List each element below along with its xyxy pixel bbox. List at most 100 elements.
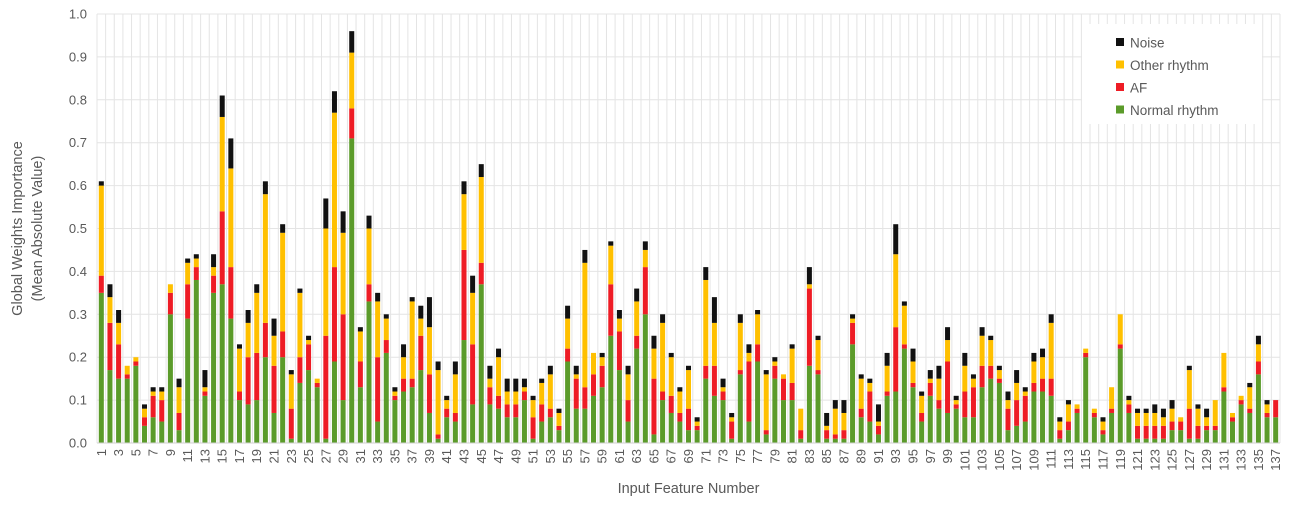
bar-segment-normal-rhythm (1109, 412, 1115, 443)
bar-segment-noise (340, 211, 346, 233)
bar-segment-other-rhythm (1230, 412, 1236, 418)
bar-segment-noise (245, 310, 251, 323)
bar-segment-noise (884, 352, 890, 366)
bar-segment-other-rhythm (185, 262, 191, 285)
bar-stack-100 (953, 395, 959, 443)
bar-segment-normal-rhythm (530, 438, 536, 443)
bar-stack-114 (1074, 404, 1080, 443)
bar-segment-normal-rhythm (98, 292, 104, 443)
legend-swatch (1116, 60, 1124, 69)
bar-segment-other-rhythm (979, 335, 985, 366)
bar-segment-noise (331, 91, 337, 113)
bar-segment-noise (461, 181, 467, 195)
bar-stack-58 (591, 352, 597, 443)
bar-segment-normal-rhythm (556, 430, 562, 443)
y-tick-label: 0.9 (69, 49, 87, 64)
bar-segment-normal-rhythm (107, 370, 113, 443)
bar-stack-71 (703, 267, 709, 443)
bar-segment-noise (1247, 382, 1253, 388)
bar-segment-other-rhythm (366, 228, 372, 285)
bar-segment-af (660, 391, 666, 401)
bar-segment-other-rhythm (133, 357, 139, 362)
bar-stack-44 (470, 275, 476, 443)
bar-stack-104 (988, 335, 994, 443)
bar-segment-noise (634, 288, 640, 302)
bar-segment-af (1014, 400, 1020, 426)
bar-segment-noise (383, 314, 389, 319)
bar-segment-normal-rhythm (1160, 438, 1166, 443)
bar-segment-normal-rhythm (1014, 425, 1020, 443)
bar-segment-normal-rhythm (470, 404, 476, 443)
bar-segment-noise (1143, 408, 1149, 413)
x-tick-label: 23 (284, 449, 299, 463)
bar-segment-normal-rhythm (1126, 412, 1132, 443)
bar-segment-normal-rhythm (418, 370, 424, 443)
bar-stack-34 (383, 314, 389, 443)
bar-stack-121 (1135, 408, 1141, 443)
bar-stack-20 (262, 181, 268, 443)
bar-segment-other-rhythm (1212, 400, 1218, 426)
bar-segment-af (1005, 408, 1011, 431)
bar-segment-af (729, 421, 735, 439)
bar-segment-af (1221, 387, 1227, 392)
bar-segment-other-rhythm (228, 168, 234, 268)
bar-segment-normal-rhythm (884, 395, 890, 443)
bar-segment-normal-rhythm (444, 417, 450, 443)
bar-segment-noise (729, 412, 735, 418)
bar-stack-109 (1031, 352, 1037, 443)
bar-segment-other-rhythm (634, 301, 640, 336)
bar-segment-af (798, 430, 804, 439)
bar-segment-normal-rhythm (487, 404, 493, 443)
bar-segment-af (159, 400, 165, 422)
bar-segment-noise (919, 391, 925, 396)
bar-segment-normal-rhythm (409, 387, 415, 443)
bar-stack-95 (910, 348, 916, 443)
bar-stack-2 (107, 284, 113, 443)
bar-segment-normal-rhythm (1143, 438, 1149, 443)
bar-segment-other-rhythm (487, 378, 493, 388)
bar-segment-af (504, 404, 510, 418)
y-tick-label: 0.0 (69, 436, 87, 451)
bar-segment-normal-rhythm (1152, 438, 1158, 443)
bar-segment-af (435, 434, 441, 439)
x-tick-label: 61 (612, 449, 627, 463)
bar-segment-af (1031, 382, 1037, 392)
bar-segment-af (331, 267, 337, 362)
bar-stack-36 (401, 344, 407, 443)
bar-segment-af (910, 382, 916, 388)
bar-segment-normal-rhythm (1178, 430, 1184, 443)
bar-stack-78 (763, 370, 769, 443)
bar-segment-normal-rhythm (962, 417, 968, 443)
bar-stack-90 (867, 378, 873, 443)
x-tick-label: 85 (819, 449, 834, 463)
bar-segment-normal-rhythm (996, 382, 1002, 443)
bar-segment-other-rhythm (306, 340, 312, 345)
x-tick-label: 99 (940, 449, 955, 463)
bar-segment-normal-rhythm (1195, 438, 1201, 443)
bar-segment-af (1178, 421, 1184, 431)
bar-segment-noise (288, 370, 294, 375)
bar-segment-af (694, 425, 700, 431)
bar-segment-af (755, 344, 761, 362)
bar-segment-normal-rhythm (858, 417, 864, 443)
x-tick-label: 103 (975, 449, 990, 471)
bar-segment-noise (556, 408, 562, 413)
bar-segment-other-rhythm (271, 335, 277, 366)
bar-segment-af (1212, 425, 1218, 431)
bar-stack-128 (1195, 404, 1201, 443)
bar-segment-other-rhythm (824, 425, 830, 431)
bar-segment-af (418, 335, 424, 371)
bar-segment-af (539, 404, 545, 422)
bar-segment-noise (444, 395, 450, 401)
bar-segment-af (141, 417, 147, 426)
bar-segment-normal-rhythm (383, 352, 389, 443)
bar-segment-other-rhythm (642, 249, 648, 268)
bar-stack-22 (280, 224, 286, 443)
y-tick-label: 0.3 (69, 307, 87, 322)
bar-stack-55 (565, 305, 571, 443)
x-tick-label: 63 (629, 449, 644, 463)
bar-segment-af (806, 288, 812, 366)
bar-stack-74 (729, 412, 735, 443)
bar-segment-af (1022, 395, 1028, 422)
bar-segment-normal-rhythm (176, 430, 182, 443)
